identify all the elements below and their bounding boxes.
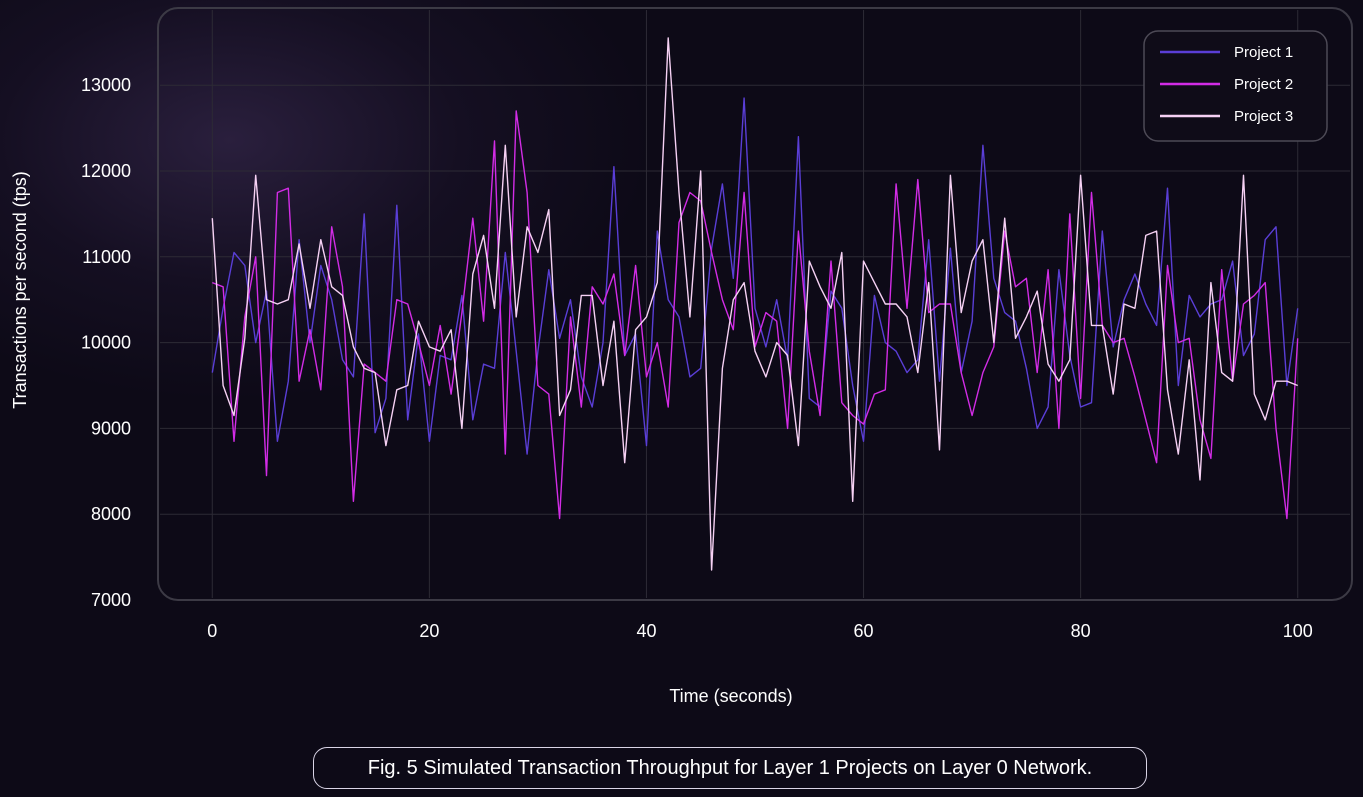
x-tick-label: 60 xyxy=(854,621,874,641)
y-tick-label: 13000 xyxy=(81,75,131,95)
x-tick-label: 0 xyxy=(207,621,217,641)
y-tick-labels: 7000 8000 9000 10000 11000 12000 13000 xyxy=(81,75,131,610)
legend-label-project-3: Project 3 xyxy=(1234,108,1293,125)
legend: Project 1 Project 2 Project 3 xyxy=(1143,30,1328,142)
y-tick-label: 10000 xyxy=(81,333,131,353)
y-tick-label: 8000 xyxy=(91,504,131,524)
y-tick-label: 12000 xyxy=(81,161,131,181)
y-tick-label: 7000 xyxy=(91,590,131,610)
y-tick-label: 9000 xyxy=(91,418,131,438)
x-tick-label: 80 xyxy=(1071,621,1091,641)
x-tick-label: 100 xyxy=(1283,621,1313,641)
x-axis-label: Time (seconds) xyxy=(669,686,792,706)
figure-caption: Fig. 5 Simulated Transaction Throughput … xyxy=(313,747,1147,789)
x-tick-label: 20 xyxy=(419,621,439,641)
legend-label-project-2: Project 2 xyxy=(1234,76,1293,93)
series-line-project-3 xyxy=(211,37,1298,571)
plot-frame xyxy=(157,7,1353,601)
series-line-project-1 xyxy=(211,97,1299,455)
x-tick-label: 40 xyxy=(636,621,656,641)
y-tick-label: 11000 xyxy=(82,247,131,267)
series-lines xyxy=(211,37,1299,571)
series-line-project-2 xyxy=(212,110,1299,520)
y-axis-label: Transactions per second (tps) xyxy=(10,171,30,408)
legend-box xyxy=(1143,30,1328,142)
x-tick-labels: 0 20 40 60 80 100 xyxy=(207,621,1312,641)
legend-label-project-1: Project 1 xyxy=(1234,44,1293,61)
